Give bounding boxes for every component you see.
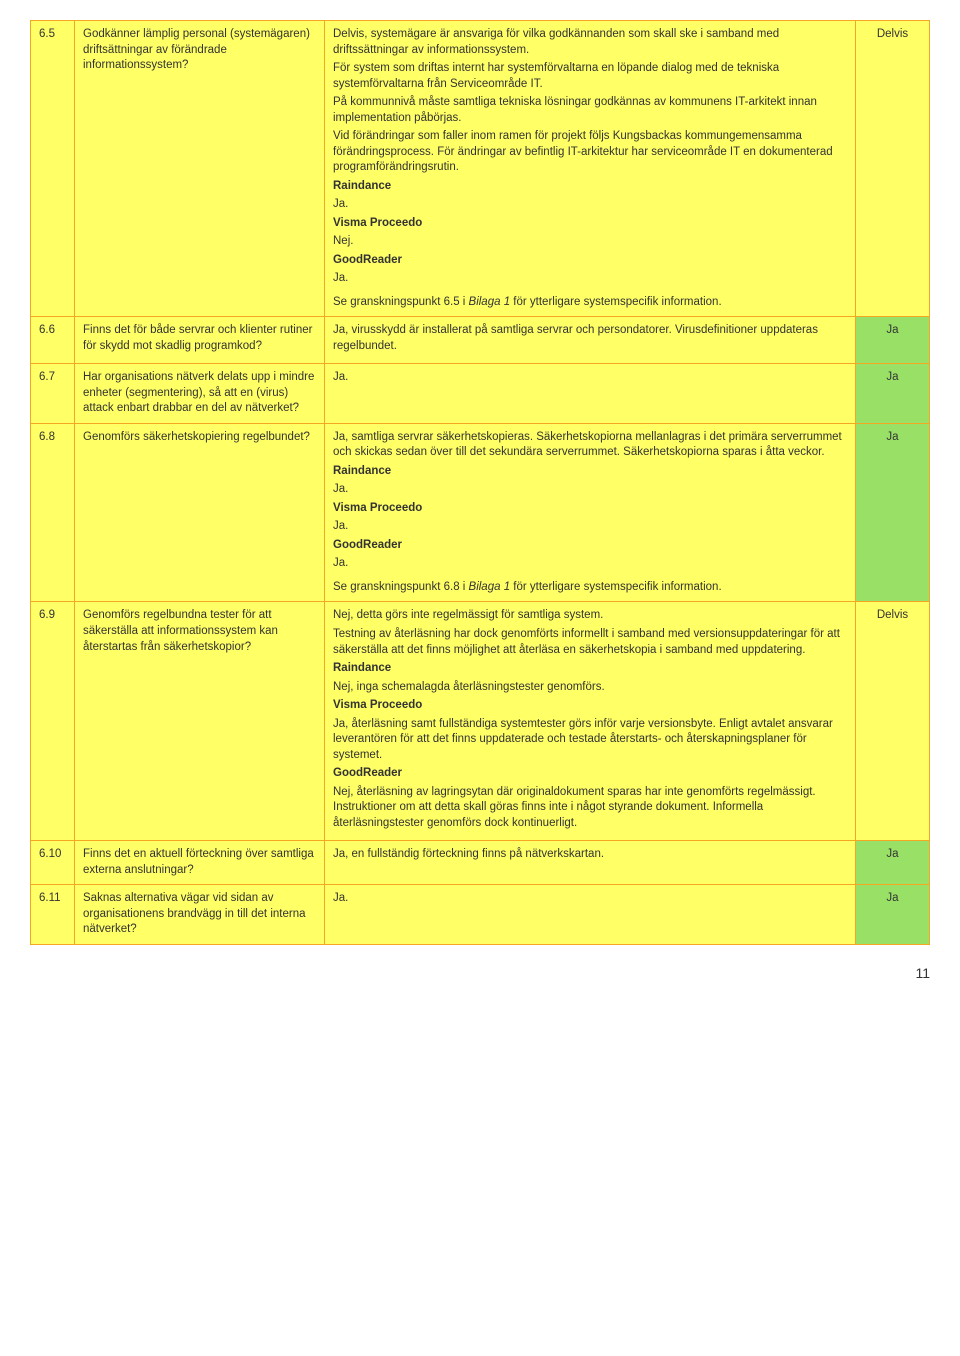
answer-paragraph: Nej, detta görs inte regelmässigt för sa… [333, 608, 847, 624]
answer-paragraph: För system som driftas internt har syste… [333, 61, 847, 92]
row-answer: Ja, samtliga servrar säkerhetskopieras. … [325, 423, 856, 602]
system-value: Ja. [333, 271, 847, 287]
system-name: Raindance [333, 179, 847, 195]
table-row: 6.11Saknas alternativa vägar vid sidan a… [31, 885, 930, 945]
system-name: GoodReader [333, 538, 847, 554]
row-question: Har organisations nätverk delats upp i m… [75, 364, 325, 424]
status-badge: Ja [856, 317, 930, 364]
table-row: 6.8Genomförs säkerhetskopiering regelbun… [31, 423, 930, 602]
row-number: 6.6 [31, 317, 75, 364]
system-name: Raindance [333, 661, 847, 677]
system-value: Ja. [333, 519, 847, 535]
system-value: Ja. [333, 197, 847, 213]
row-question: Finns det en aktuell förteckning över sa… [75, 841, 325, 885]
system-value: Ja. [333, 556, 847, 572]
answer-footnote: Se granskningspunkt 6.8 i Bilaga 1 för y… [333, 580, 847, 596]
row-question: Genomförs säkerhetskopiering regelbundet… [75, 423, 325, 602]
answer-paragraph: Vid förändringar som faller inom ramen f… [333, 129, 847, 176]
answer-paragraph: Ja. [333, 370, 847, 386]
system-value: Ja, återläsning samt fullständiga system… [333, 717, 847, 764]
row-number: 6.5 [31, 21, 75, 317]
row-answer: Ja, en fullständig förteckning finns på … [325, 841, 856, 885]
system-name: Visma Proceedo [333, 501, 847, 517]
row-question: Godkänner lämplig personal (systemägaren… [75, 21, 325, 317]
status-badge: Ja [856, 841, 930, 885]
table-row: 6.10Finns det en aktuell förteckning öve… [31, 841, 930, 885]
row-answer: Ja. [325, 364, 856, 424]
system-value: Nej, återläsning av lagringsytan där ori… [333, 785, 847, 832]
answer-paragraph: Ja, en fullständig förteckning finns på … [333, 847, 847, 863]
row-answer: Ja. [325, 885, 856, 945]
status-badge: Ja [856, 364, 930, 424]
system-name: Visma Proceedo [333, 216, 847, 232]
table-row: 6.9Genomförs regelbundna tester för att … [31, 602, 930, 841]
status-badge: Delvis [856, 602, 930, 841]
page-number: 11 [30, 965, 930, 981]
table-row: 6.6Finns det för både servrar och klient… [31, 317, 930, 364]
row-answer: Nej, detta görs inte regelmässigt för sa… [325, 602, 856, 841]
answer-paragraph: Testning av återläsning har dock genomfö… [333, 627, 847, 658]
system-name: GoodReader [333, 253, 847, 269]
status-badge: Ja [856, 885, 930, 945]
status-badge: Delvis [856, 21, 930, 317]
answer-paragraph: Ja. [333, 891, 847, 907]
row-number: 6.10 [31, 841, 75, 885]
answer-paragraph: Ja, samtliga servrar säkerhetskopieras. … [333, 430, 847, 461]
row-question: Saknas alternativa vägar vid sidan av or… [75, 885, 325, 945]
table-row: 6.5Godkänner lämplig personal (systemäga… [31, 21, 930, 317]
audit-table: 6.5Godkänner lämplig personal (systemäga… [30, 20, 930, 945]
row-number: 6.8 [31, 423, 75, 602]
answer-paragraph: Delvis, systemägare är ansvariga för vil… [333, 27, 847, 58]
row-question: Genomförs regelbundna tester för att säk… [75, 602, 325, 841]
row-number: 6.7 [31, 364, 75, 424]
row-answer: Ja, virusskydd är installerat på samtlig… [325, 317, 856, 364]
system-name: Visma Proceedo [333, 698, 847, 714]
system-name: GoodReader [333, 766, 847, 782]
row-question: Finns det för både servrar och klienter … [75, 317, 325, 364]
answer-footnote: Se granskningspunkt 6.5 i Bilaga 1 för y… [333, 295, 847, 311]
row-answer: Delvis, systemägare är ansvariga för vil… [325, 21, 856, 317]
system-name: Raindance [333, 464, 847, 480]
row-number: 6.9 [31, 602, 75, 841]
table-row: 6.7Har organisations nätverk delats upp … [31, 364, 930, 424]
system-value: Nej. [333, 234, 847, 250]
row-number: 6.11 [31, 885, 75, 945]
system-value: Ja. [333, 482, 847, 498]
system-value: Nej, inga schemalagda återläsningstester… [333, 680, 847, 696]
answer-paragraph: På kommunnivå måste samtliga tekniska lö… [333, 95, 847, 126]
answer-paragraph: Ja, virusskydd är installerat på samtlig… [333, 323, 847, 354]
status-badge: Ja [856, 423, 930, 602]
